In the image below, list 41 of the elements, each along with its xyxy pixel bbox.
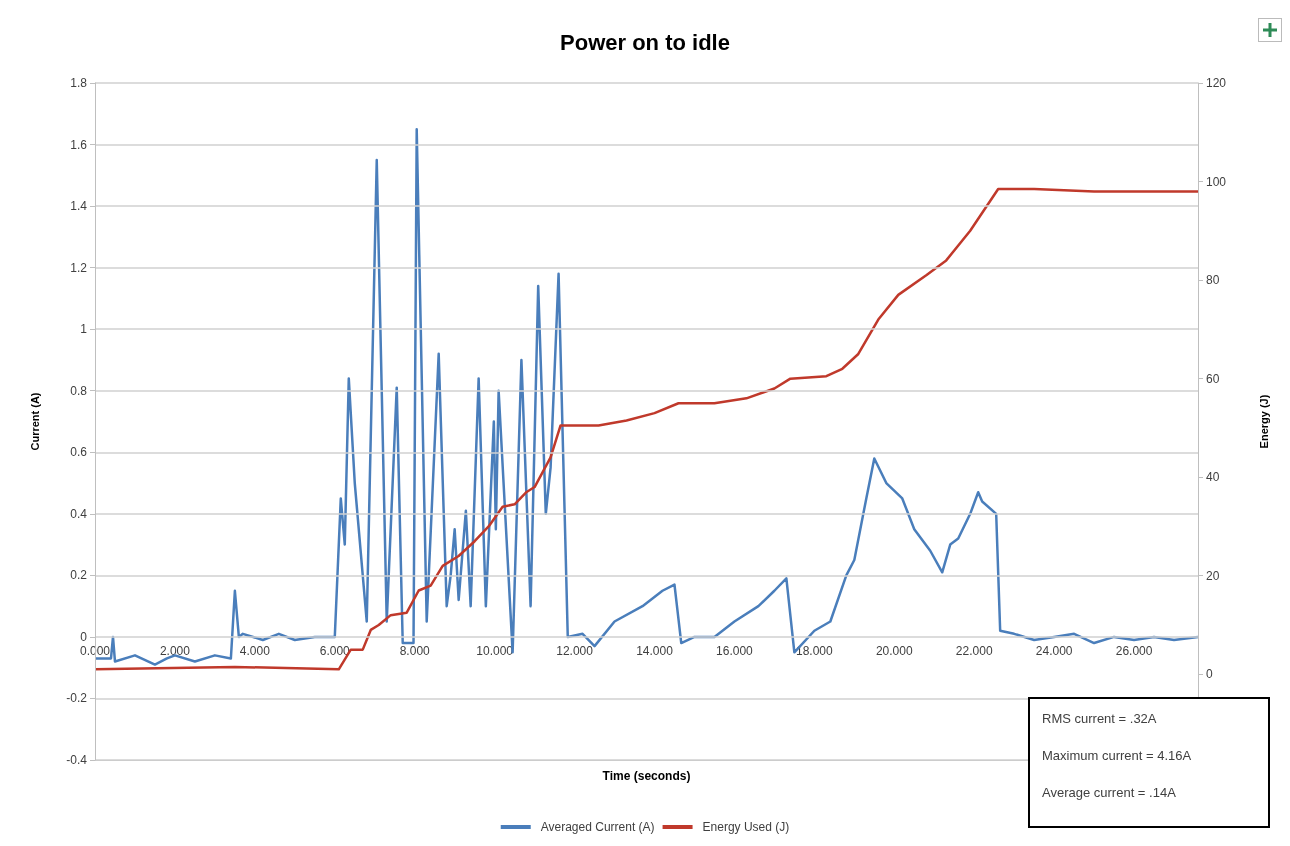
y2-tick-label: 120 (1206, 76, 1227, 90)
y-tick-label: 1.2 (70, 260, 88, 275)
y2-tick-label: 100 (1206, 174, 1227, 189)
x-tick-label: 20.000 (875, 643, 913, 658)
chart-title: Power on to idle (560, 29, 730, 55)
x-tick-label: 14.000 (636, 643, 674, 658)
annotation: Maximum current = 4.16A (1042, 748, 1193, 763)
y2-tick-label: 80 (1206, 273, 1220, 288)
y-tick-label: 0.2 (70, 568, 88, 583)
x-tick-label: 24.000 (1035, 643, 1073, 658)
y-tick-label: -0.2 (66, 691, 88, 706)
x-tick-label: 12.000 (556, 643, 594, 658)
y-tick-label: 1.4 (70, 199, 88, 214)
y-tick-label: -0.4 (66, 753, 88, 767)
y-tick-label: 0.6 (70, 445, 88, 460)
y-tick-label: 1 (80, 322, 88, 337)
y-axis-title: Current (A) (28, 392, 41, 451)
x-tick-label: 10.000 (476, 643, 514, 658)
x-tick-label: 2.000 (159, 643, 191, 658)
legend-label: Energy Used (J) (702, 820, 790, 834)
y-tick-label: 0.8 (70, 383, 88, 398)
annotation: RMS current = .32A (1042, 711, 1158, 726)
y-tick-label: 1.6 (70, 137, 88, 152)
x-axis-title: Time (seconds) (602, 769, 691, 783)
x-tick-label: 18.000 (796, 643, 834, 658)
y-tick-label: 0.4 (70, 506, 88, 521)
x-tick-label: 8.000 (399, 643, 431, 658)
x-tick-label: 26.000 (1115, 643, 1153, 658)
y2-tick-label: 20 (1206, 568, 1220, 583)
x-tick-label: 22.000 (955, 643, 993, 658)
x-tick-label: 6.000 (319, 643, 351, 658)
y2-tick-label: 60 (1206, 371, 1220, 386)
x-tick-label: 16.000 (716, 643, 754, 658)
note-box: RMS current = .32A Maximum current = 4.16A Average current = .14A (1028, 697, 1270, 828)
y2-tick-label: 40 (1206, 470, 1220, 485)
y-tick-label: 0 (80, 629, 88, 644)
y2-tick-label: 0 (1206, 667, 1213, 682)
legend-label: Averaged Current (A) (540, 820, 655, 834)
x-tick-label: 4.000 (239, 643, 271, 658)
y-tick-label: 1.8 (70, 76, 88, 90)
y2-axis-title: Energy (J) (1257, 394, 1270, 449)
